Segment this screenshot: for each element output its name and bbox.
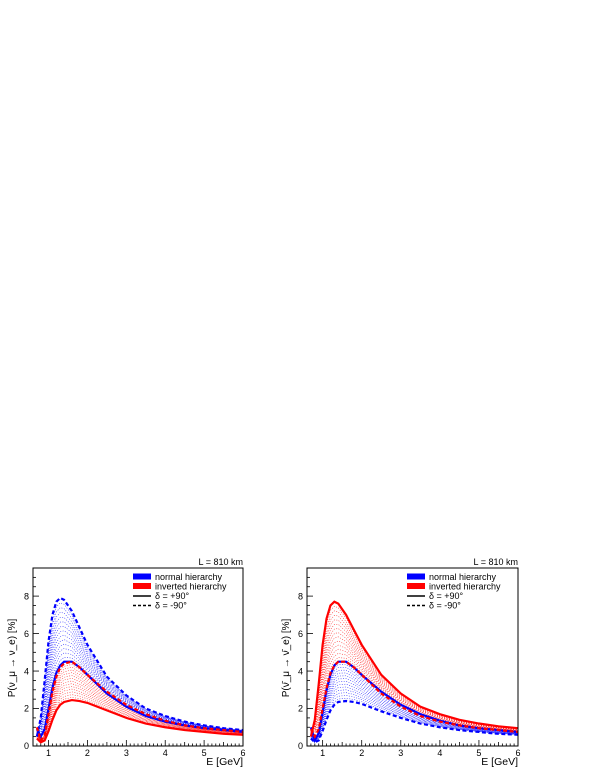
y-tick-label: 8: [298, 591, 303, 601]
plot-area: [309, 600, 518, 744]
legend-label: inverted hierarchy: [429, 582, 501, 592]
x-tick-label: 5: [476, 748, 481, 758]
series-line-inverted-plus90: [309, 600, 518, 737]
plot-frame: [32, 567, 244, 747]
x-axis-label: E [GeV]: [481, 756, 518, 768]
inverted-hierarchy-band-line: [36, 683, 243, 742]
x-tick-label: 1: [46, 748, 51, 758]
inverted-hierarchy-band-line: [310, 615, 518, 736]
inverted-hierarchy-band-line: [36, 669, 243, 742]
x-tick-label: 6: [515, 748, 520, 758]
y-tick-label: 2: [298, 704, 303, 714]
y-tick-label: 8: [24, 591, 29, 601]
inverted-hierarchy-band-line: [310, 628, 518, 734]
inverted-hierarchy-band-line: [310, 644, 518, 733]
inverted-hierarchy-band-line: [310, 632, 518, 734]
x-tick-label: 1: [320, 748, 325, 758]
y-axis-label: P(ν_μ → ν_e) [%]: [7, 619, 18, 698]
legend-label: inverted hierarchy: [155, 582, 227, 592]
normal-hierarchy-band-line: [36, 626, 243, 734]
normal-hierarchy-band-line: [36, 621, 243, 735]
plot-area: [35, 596, 243, 744]
inverted-hierarchy-band-line: [36, 672, 243, 742]
normal-hierarchy-band-line: [36, 612, 243, 736]
normal-hierarchy-band-line: [36, 607, 243, 736]
normal-hierarchy-band-line: [310, 672, 518, 742]
legend-swatch: [407, 583, 425, 589]
chart-title: L = 810 km: [199, 557, 243, 567]
x-tick-label: 6: [240, 748, 245, 758]
x-tick-label: 2: [359, 748, 364, 758]
legend-label: normal hierarchy: [429, 572, 497, 582]
y-tick-label: 6: [298, 629, 303, 639]
x-tick-label: 5: [202, 748, 207, 758]
normal-hierarchy-band-line: [310, 689, 518, 743]
right-panel: 1 2 3 4 5 6 0 2 4 6 8 L = 810 km E [GeV] P(ν̄_μ → ν̄_…: [281, 557, 521, 768]
legend-label: normal hierarchy: [155, 572, 223, 582]
legend-label: δ = +90°: [429, 591, 464, 601]
x-axis-label: E [GeV]: [206, 756, 243, 768]
legend-swatch: [133, 573, 151, 580]
inverted-hierarchy-band-line: [310, 624, 518, 735]
legend-label: δ = -90°: [429, 601, 461, 611]
normal-hierarchy-band-line: [36, 643, 243, 732]
inverted-hierarchy-band-line: [310, 619, 518, 735]
normal-hierarchy-band-line: [36, 616, 243, 735]
x-tick-label: 3: [124, 748, 129, 758]
y-tick-label: 4: [24, 666, 29, 676]
legend-label: δ = +90°: [155, 591, 190, 601]
y-tick-label: 4: [298, 666, 303, 676]
normal-hierarchy-band-line: [310, 664, 518, 742]
left-panel: 1 2 3 4 5 6 0 2 4 6 8 L = 810 km E [GeV] P(ν_μ → ν_e)…: [7, 557, 246, 768]
x-tick-label: 3: [398, 748, 403, 758]
x-tick-label: 4: [163, 748, 168, 758]
legend-label: δ = -90°: [155, 601, 187, 611]
y-tick-label: 0: [298, 741, 303, 751]
legend-swatch: [407, 573, 425, 580]
inverted-hierarchy-band-line: [310, 657, 518, 737]
chart-title: L = 810 km: [474, 557, 518, 567]
inverted-hierarchy-band-line: [36, 691, 243, 743]
series-line-normal-minus90: [310, 699, 518, 744]
normal-hierarchy-band-line: [310, 683, 518, 742]
normal-hierarchy-band-line: [310, 686, 518, 743]
series-line-normal-minus90: [35, 596, 243, 737]
inverted-hierarchy-band-line: [310, 605, 518, 737]
series-line-inverted-minus90: [35, 660, 243, 743]
normal-hierarchy-band-line: [36, 634, 243, 733]
series-line-inverted-minus90: [309, 660, 518, 740]
inverted-hierarchy-band-line: [36, 688, 243, 743]
y-tick-label: 0: [24, 741, 29, 751]
inverted-hierarchy-band-line: [36, 697, 243, 743]
y-axis-label: P(ν̄_μ → ν̄_e) [%]: [281, 619, 292, 698]
y-tick-label: 2: [24, 704, 29, 714]
normal-hierarchy-band-line: [36, 639, 243, 733]
normal-hierarchy-band-line: [36, 656, 243, 736]
inverted-hierarchy-band-line: [36, 677, 243, 742]
x-tick-label: 4: [437, 748, 442, 758]
inverted-hierarchy-band-line: [36, 675, 243, 742]
normal-hierarchy-band-line: [310, 681, 518, 742]
y-tick-label: 6: [24, 629, 29, 639]
normal-hierarchy-band-line: [310, 678, 518, 742]
plot-frame: [306, 567, 519, 747]
series-line-normal-plus90: [35, 660, 243, 740]
series-line-inverted-plus90: [36, 698, 243, 744]
normal-hierarchy-band-line: [310, 692, 518, 743]
inverted-hierarchy-band-line: [310, 640, 518, 733]
legend-swatch: [133, 583, 151, 589]
x-tick-label: 2: [85, 748, 90, 758]
